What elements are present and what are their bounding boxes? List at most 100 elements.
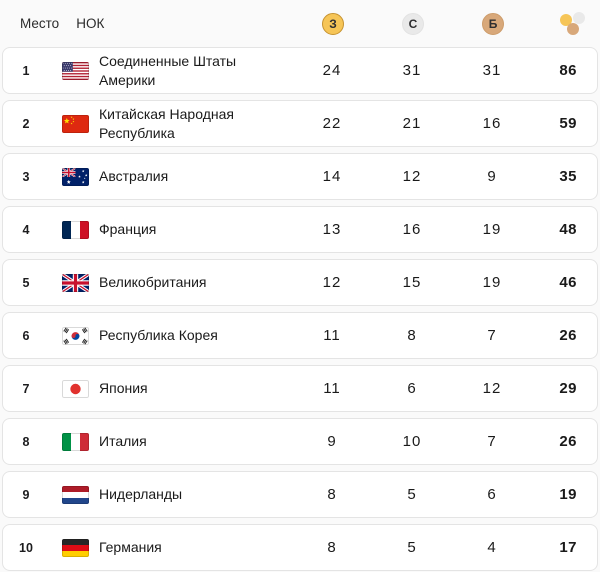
- total-count: 19: [559, 486, 577, 503]
- country-name: Нидерланды: [99, 486, 183, 502]
- medal-table: 1 Соединенные Штаты Америки 24 31 31 86 …: [0, 47, 600, 571]
- flag-cell: [49, 326, 93, 345]
- flag-gb-icon: [62, 273, 89, 292]
- flag-de-icon: [62, 538, 89, 557]
- country-name: Республика Корея: [99, 327, 218, 343]
- total-count: 48: [559, 221, 577, 238]
- table-row[interactable]: 4 Франция 13 16 19 48: [2, 206, 598, 253]
- rank: 10: [19, 540, 33, 555]
- rank: 1: [22, 63, 30, 78]
- gold-count: 22: [322, 115, 342, 132]
- flag-cn-icon: [62, 114, 89, 133]
- gold-dot-icon: [560, 13, 572, 26]
- table-row[interactable]: 9 Нидерланды 8 5 6 19: [2, 471, 598, 518]
- silver-count: 12: [402, 168, 422, 185]
- col-header-silver: С: [373, 12, 453, 35]
- silver-count: 5: [407, 486, 417, 503]
- total-count: 26: [559, 433, 577, 450]
- bronze-count: 19: [482, 221, 502, 238]
- flag-cell: [49, 61, 93, 80]
- silver-count: 10: [402, 433, 422, 450]
- silver-medal-icon[interactable]: С: [402, 12, 424, 35]
- gold-count: 14: [322, 168, 342, 185]
- rank: 6: [22, 328, 30, 343]
- total-count: 26: [559, 327, 577, 344]
- country-name: Япония: [99, 380, 148, 396]
- gold-count: 13: [322, 221, 342, 238]
- flag-jp-icon: [62, 379, 89, 398]
- rank: 4: [22, 222, 30, 237]
- flag-cell: [49, 273, 93, 292]
- bronze-count: 9: [487, 168, 497, 185]
- total-count: 29: [559, 380, 577, 397]
- gold-medal-icon[interactable]: З: [322, 12, 344, 35]
- header-left-labels: Место НОК: [2, 16, 293, 31]
- gold-count: 11: [323, 380, 341, 397]
- table-row[interactable]: 1 Соединенные Штаты Америки 24 31 31 86: [2, 47, 598, 94]
- flag-fr-icon: [62, 220, 89, 239]
- gold-count: 24: [322, 62, 342, 79]
- rank: 9: [22, 487, 30, 502]
- flag-cell: [49, 538, 93, 557]
- silver-count: 16: [402, 221, 422, 238]
- flag-au-icon: [62, 167, 89, 186]
- table-row[interactable]: 6 Республика Корея 11 8 7 26: [2, 312, 598, 359]
- total-medals-icon[interactable]: [560, 11, 586, 36]
- total-count: 59: [559, 115, 577, 132]
- rank: 2: [22, 116, 30, 131]
- flag-cell: [49, 114, 93, 133]
- total-count: 46: [559, 274, 577, 291]
- gold-count: 8: [327, 539, 337, 556]
- gold-count: 9: [327, 433, 337, 450]
- table-header: Место НОК З С Б: [0, 0, 600, 47]
- bronze-count: 16: [482, 115, 502, 132]
- bronze-count: 12: [482, 380, 502, 397]
- silver-count: 5: [407, 539, 417, 556]
- gold-count: 8: [327, 486, 337, 503]
- flag-it-icon: [62, 432, 89, 451]
- bronze-count: 31: [482, 62, 502, 79]
- flag-nl-icon: [62, 485, 89, 504]
- col-header-noc: НОК: [76, 16, 105, 31]
- country-name: Австралия: [99, 168, 169, 184]
- silver-count: 31: [402, 62, 422, 79]
- country-name: Франция: [99, 221, 157, 237]
- col-header-bronze: Б: [453, 12, 533, 35]
- flag-cell: [49, 167, 93, 186]
- table-row[interactable]: 8 Италия 9 10 7 26: [2, 418, 598, 465]
- total-count: 17: [559, 539, 577, 556]
- flag-cell: [49, 485, 93, 504]
- table-row[interactable]: 10 Германия 8 5 4 17: [2, 524, 598, 571]
- flag-cell: [49, 379, 93, 398]
- rank: 8: [22, 434, 30, 449]
- gold-count: 11: [323, 327, 341, 344]
- col-header-gold: З: [293, 12, 373, 35]
- country-name: Италия: [99, 433, 147, 449]
- rank: 3: [22, 169, 30, 184]
- bronze-count: 4: [487, 539, 497, 556]
- silver-count: 6: [407, 380, 417, 397]
- bronze-medal-icon[interactable]: Б: [482, 12, 504, 35]
- table-row[interactable]: 7 Япония 11 6 12 29: [2, 365, 598, 412]
- silver-count: 8: [407, 327, 417, 344]
- country-name: Германия: [99, 539, 162, 555]
- table-row[interactable]: 5 Великобритания 12 15 19 46: [2, 259, 598, 306]
- silver-count: 21: [402, 115, 422, 132]
- total-count: 86: [559, 62, 577, 79]
- country-name: Соединенные Штаты Америки: [99, 52, 237, 88]
- table-row[interactable]: 3 Австралия 14 12 9 35: [2, 153, 598, 200]
- rank: 7: [22, 381, 30, 396]
- flag-us-icon: [62, 61, 89, 80]
- silver-count: 15: [402, 274, 422, 291]
- bronze-count: 7: [487, 433, 497, 450]
- silver-dot-icon: [573, 11, 585, 24]
- country-name: Великобритания: [99, 274, 207, 290]
- table-row[interactable]: 2 Китайская Народная Республика 22 21 16…: [2, 100, 598, 147]
- flag-kr-icon: [62, 326, 89, 345]
- flag-cell: [49, 432, 93, 451]
- col-header-total: [533, 11, 598, 36]
- bronze-count: 7: [487, 327, 497, 344]
- gold-count: 12: [322, 274, 342, 291]
- flag-cell: [49, 220, 93, 239]
- country-name: Китайская Народная Республика: [99, 105, 234, 141]
